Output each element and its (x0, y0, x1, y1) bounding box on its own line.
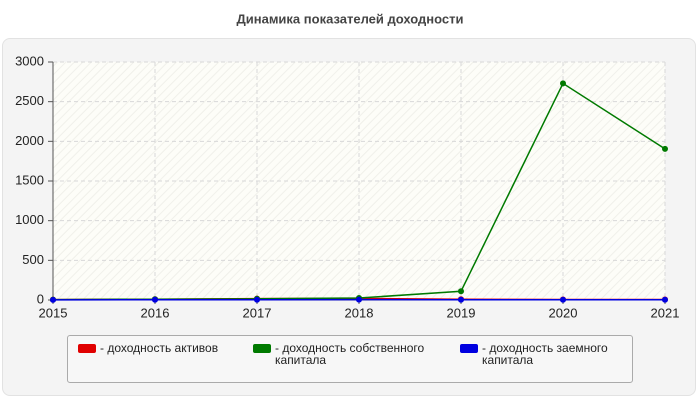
legend-label: - доходность собственного капитала (275, 341, 425, 367)
data-point (560, 296, 566, 303)
data-point (458, 288, 464, 295)
legend: - доходность активов - доходность собстве… (67, 335, 633, 383)
legend-swatch (460, 344, 478, 353)
y-tick-label: 500 (22, 252, 44, 267)
legend-label: - доходность заемного капитала (482, 341, 608, 367)
y-tick-label: 3000 (15, 53, 44, 68)
data-point (560, 80, 566, 87)
data-point (254, 296, 260, 303)
legend-item: - доходность заемного капитала (460, 342, 620, 366)
legend-swatch (78, 344, 96, 353)
x-tick-label: 2015 (39, 305, 68, 320)
legend-item: - доходность активов (78, 342, 238, 354)
x-tick-label: 2018 (345, 305, 374, 320)
data-point (458, 296, 464, 303)
data-point (662, 145, 668, 152)
y-tick-label: 2500 (15, 93, 44, 108)
data-point (356, 296, 362, 303)
x-tick-label: 2016 (141, 305, 170, 320)
x-tick-label: 2020 (549, 305, 578, 320)
legend-swatch (253, 344, 271, 353)
x-tick-label: 2019 (447, 305, 476, 320)
y-tick-label: 0 (37, 291, 44, 306)
y-tick-label: 2000 (15, 133, 44, 148)
data-point (50, 296, 56, 303)
legend-item: - доходность собственного капитала (253, 342, 438, 366)
y-tick-label: 1000 (15, 212, 44, 227)
x-tick-label: 2021 (651, 305, 680, 320)
data-point (662, 296, 668, 303)
x-tick-label: 2017 (243, 305, 272, 320)
legend-label: - доходность активов (100, 341, 219, 355)
y-tick-label: 1500 (15, 172, 44, 187)
chart-title: Динамика показателей доходности (236, 11, 463, 26)
data-point (152, 296, 158, 303)
